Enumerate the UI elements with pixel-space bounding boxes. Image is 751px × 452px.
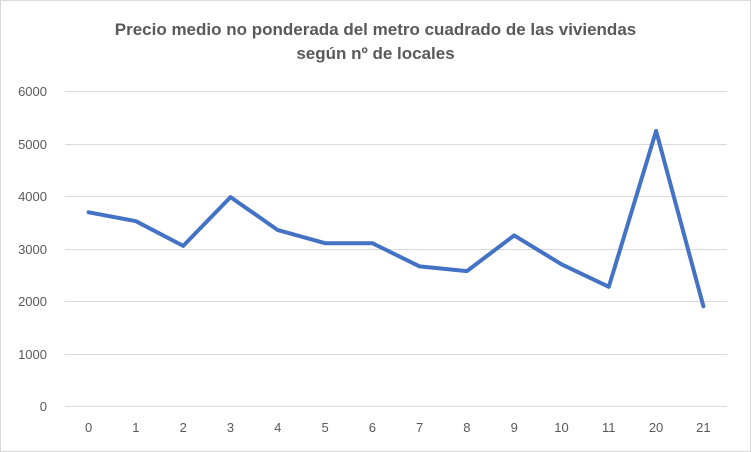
chart-title: Precio medio no ponderada del metro cuad… [0, 18, 751, 66]
y-tick-label: 3000 [18, 242, 47, 257]
x-tick-label: 9 [511, 420, 518, 435]
x-tick-label: 4 [274, 420, 281, 435]
y-tick-label: 4000 [18, 189, 47, 204]
x-tick-label: 11 [602, 420, 616, 435]
y-tick-label: 5000 [18, 137, 47, 152]
x-tick-label: 7 [416, 420, 423, 435]
x-axis-tick-labels: 0 1 2 3 4 5 6 7 8 9 10 11 20 21 [85, 420, 711, 435]
gridlines [65, 91, 727, 407]
y-tick-label: 2000 [18, 294, 47, 309]
x-tick-label: 1 [132, 420, 139, 435]
x-tick-label: 5 [321, 420, 328, 435]
y-tick-label: 6000 [18, 84, 47, 99]
chart-title-line-2: según nº de locales [296, 44, 455, 63]
x-tick-label: 2 [180, 420, 187, 435]
x-tick-label: 20 [649, 420, 663, 435]
x-tick-label: 8 [463, 420, 470, 435]
series-lines [86, 128, 706, 309]
chart-title-line-1: Precio medio no ponderada del metro cuad… [114, 20, 637, 39]
series-line [86, 128, 706, 309]
x-tick-label: 21 [696, 420, 710, 435]
x-tick-label: 0 [85, 420, 92, 435]
x-tick-label: 3 [227, 420, 234, 435]
x-tick-label: 10 [554, 420, 568, 435]
x-tick-label: 6 [369, 420, 376, 435]
y-tick-label: 1000 [18, 347, 47, 362]
y-tick-label: 0 [40, 399, 47, 414]
y-axis-tick-labels: 0 1000 2000 3000 4000 5000 6000 [18, 84, 47, 414]
